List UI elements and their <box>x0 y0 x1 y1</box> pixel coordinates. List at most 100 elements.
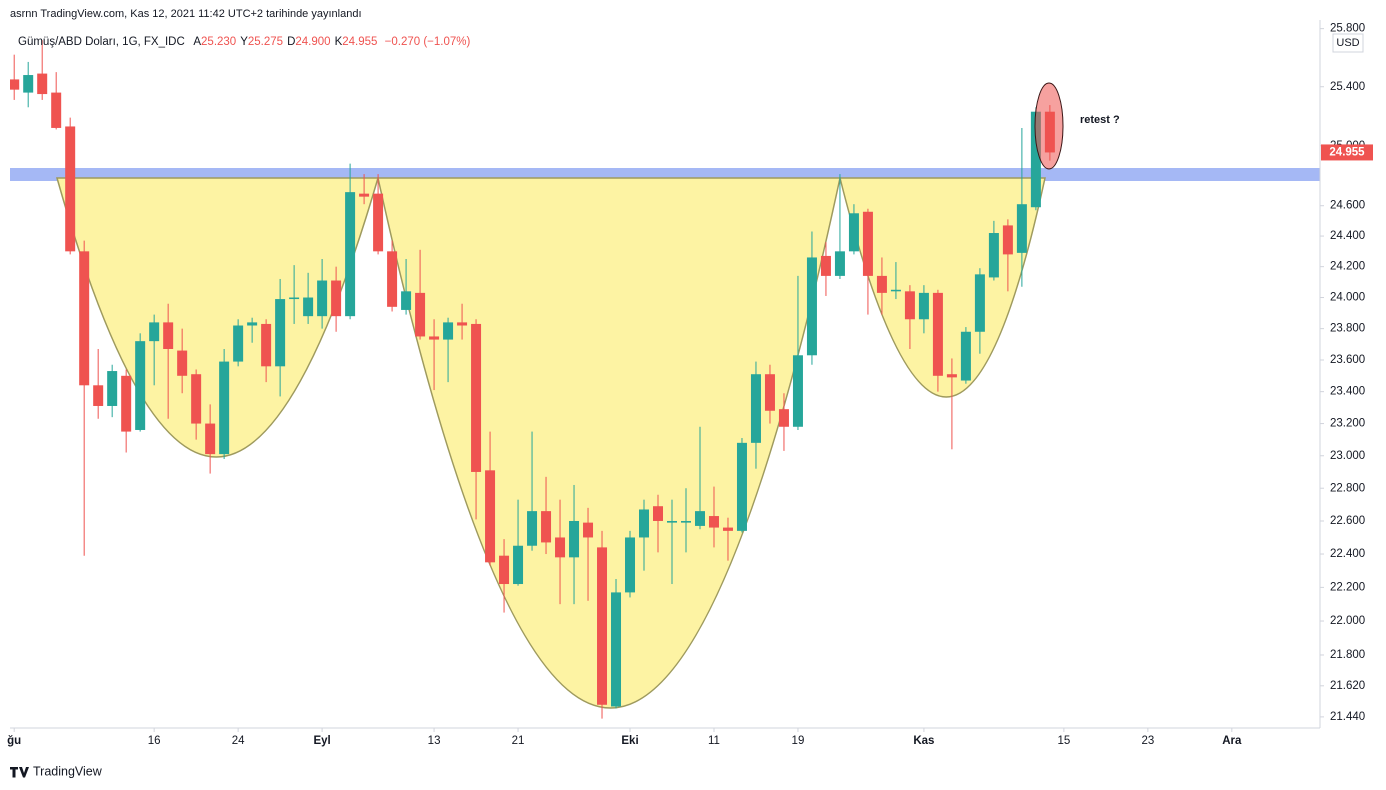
candle-body <box>387 251 398 307</box>
y-tick-label: 23.800 <box>1330 323 1365 335</box>
y-tick-label: 21.800 <box>1330 649 1365 661</box>
candle-body <box>876 275 887 293</box>
candle-body <box>778 409 789 427</box>
retest-marker <box>1034 82 1064 170</box>
y-tick-label: 23.400 <box>1330 386 1365 398</box>
candle-body <box>694 511 705 526</box>
candle-body <box>205 423 216 455</box>
candle-body <box>10 79 20 90</box>
candle-body <box>764 374 775 411</box>
ohlc-value: 25.275 <box>248 36 283 48</box>
candle-body <box>1030 111 1041 208</box>
ohlc-key: K <box>335 36 343 48</box>
candle-body <box>429 336 440 340</box>
candle-body <box>1002 225 1013 255</box>
candle-body <box>443 322 454 340</box>
legend: Gümüş/ABD Doları, 1G, FX_IDC A25.230 Y25.… <box>18 36 470 48</box>
candle-body <box>177 350 188 376</box>
x-tick-label: 13 <box>428 735 441 747</box>
candle-body <box>611 592 622 707</box>
candle-body <box>513 545 524 585</box>
candle-body <box>527 511 538 546</box>
x-tick-label: 15 <box>1057 735 1070 747</box>
x-tick-label: ğu <box>7 735 21 747</box>
candle-body <box>848 213 859 252</box>
logo-mark <box>10 767 29 778</box>
footer-logo: TradingView <box>10 764 103 778</box>
y-tick-label: 24.000 <box>1330 292 1365 304</box>
x-tick-label: Eki <box>621 735 638 747</box>
y-tick-label: 24.200 <box>1330 261 1365 273</box>
y-tick-label: 21.620 <box>1330 680 1365 692</box>
candle-body <box>135 341 146 430</box>
candle-body <box>289 297 300 300</box>
candle-body <box>401 291 412 310</box>
candle-body <box>303 297 314 317</box>
candle-body <box>974 274 985 332</box>
currency: USD <box>1336 37 1359 49</box>
annotation: retest ? <box>1080 114 1120 126</box>
candle-body <box>569 520 580 558</box>
candle-body <box>680 520 691 523</box>
candle-body <box>191 374 202 424</box>
x-tick-label: 24 <box>232 735 245 747</box>
footer: TradingView <box>33 764 103 778</box>
candle-body <box>317 280 328 317</box>
y-tick-label: 24.600 <box>1330 200 1365 212</box>
candle-body <box>37 73 48 95</box>
y-tick-label: 23.000 <box>1330 450 1365 462</box>
last-price-box <box>1321 144 1373 161</box>
candle-body <box>625 537 636 593</box>
candle-body <box>960 331 971 381</box>
candle-body <box>219 361 230 455</box>
candle-body <box>149 322 160 342</box>
candle-body <box>597 547 608 705</box>
candle-body <box>653 506 664 521</box>
candle-body <box>583 522 594 538</box>
candles <box>10 40 1055 719</box>
candle-body <box>261 323 272 367</box>
candle-body <box>708 516 719 528</box>
candle-body <box>890 289 901 292</box>
candle-body <box>918 292 929 320</box>
ohlc-key: Y <box>240 36 248 48</box>
candle-body <box>331 280 342 317</box>
currency-box <box>1332 33 1364 53</box>
candle-body <box>359 193 370 197</box>
candle-body <box>499 555 510 585</box>
candle-body <box>65 126 76 252</box>
candle-body <box>373 193 384 252</box>
candle-body <box>275 299 286 367</box>
y-tick-label: 24.400 <box>1330 230 1365 242</box>
x-tick-label: Kas <box>913 735 934 747</box>
candle-body <box>736 442 747 531</box>
candle-body <box>79 251 90 386</box>
x-tick-label: Eyl <box>313 735 330 747</box>
y-tick-label: 25.400 <box>1330 81 1365 93</box>
candle-body <box>555 537 566 558</box>
last-price-label: 24.955 <box>1329 146 1365 158</box>
plot-area <box>10 40 1320 719</box>
change: −0.270 (−1.07%) <box>385 36 471 48</box>
x-tick-label: 11 <box>708 735 720 747</box>
x-tick-label: Ara <box>1222 735 1242 747</box>
candle-body <box>247 322 258 326</box>
y-tick-label: 22.600 <box>1330 515 1365 527</box>
y-tick-label: 23.200 <box>1330 418 1365 430</box>
ohlc-value: 24.900 <box>295 36 330 48</box>
x-tick-label: 19 <box>792 735 805 747</box>
candle-body <box>93 385 104 406</box>
x-tick-label: 16 <box>148 735 161 747</box>
candle-body <box>541 511 552 543</box>
y-tick-label: 22.000 <box>1330 615 1365 627</box>
candle-body <box>946 374 957 378</box>
y-tick-label: 21.440 <box>1330 711 1365 723</box>
candle-body <box>51 92 62 128</box>
candle-body <box>792 355 803 427</box>
candle-body <box>750 374 761 443</box>
symbol-title: Gümüş/ABD Doları, 1G, FX_IDC <box>18 36 185 48</box>
candle-body <box>988 233 999 278</box>
candle-body <box>806 257 817 356</box>
candle-body <box>233 325 244 362</box>
